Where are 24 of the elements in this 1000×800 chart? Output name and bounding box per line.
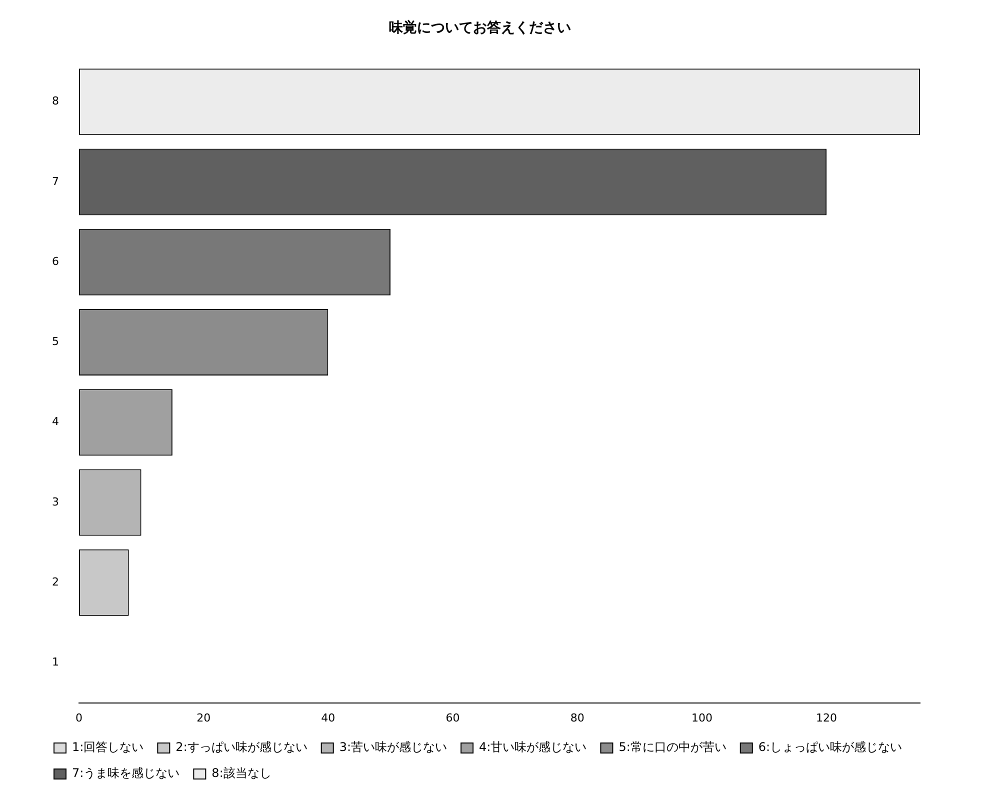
- chart-title: 味覚についてお答えください: [389, 19, 571, 36]
- legend-label: 5:常に口の中が苦い: [618, 740, 726, 754]
- legend-label: 7:うま味を感じない: [72, 766, 180, 780]
- x-tick-label: 0: [76, 711, 82, 724]
- legend-label: 1:回答しない: [72, 740, 144, 754]
- y-tick-label: 3: [52, 495, 59, 508]
- y-tick-label: 2: [52, 575, 59, 588]
- legend-label: 3:苦い味が感じない: [339, 740, 448, 754]
- y-tick-label: 6: [52, 254, 59, 268]
- x-tick-label: 20: [196, 711, 211, 724]
- y-tick-label: 7: [52, 174, 59, 188]
- y-tick-label: 5: [52, 335, 59, 348]
- x-tick-label: 80: [570, 711, 584, 724]
- y-tick-label: 4: [52, 415, 59, 428]
- legend-label: 2:すっぱい味が感じない: [176, 740, 308, 754]
- legend-label: 6:しょっぱい味が感じない: [758, 740, 902, 754]
- legend-label: 8:該当なし: [212, 766, 272, 780]
- y-tick-label: 1: [52, 656, 59, 669]
- y-tick-label: 8: [52, 94, 59, 108]
- x-tick-label: 40: [321, 711, 336, 724]
- x-tick-label: 100: [691, 711, 712, 724]
- x-tick-label: 120: [816, 711, 838, 724]
- x-tick-label: 60: [446, 711, 460, 724]
- legend-label: 4:甘い味が感じない: [479, 740, 587, 754]
